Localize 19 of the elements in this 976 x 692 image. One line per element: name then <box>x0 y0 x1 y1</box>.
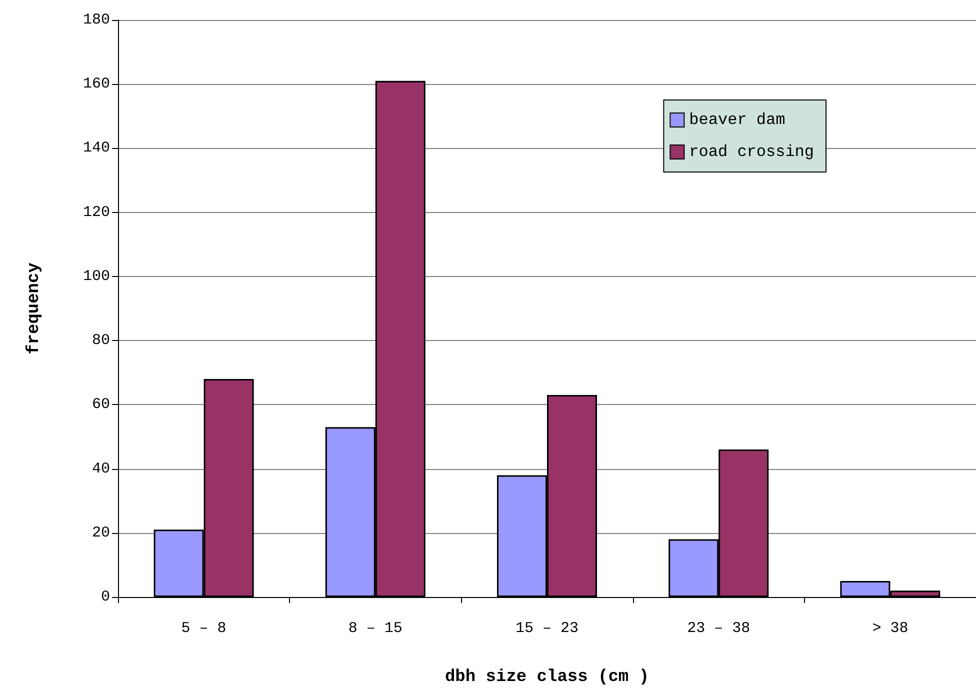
y-tick-label: 40 <box>92 460 110 478</box>
y-tick-label: 80 <box>92 332 110 350</box>
y-tick-label: 0 <box>100 588 110 606</box>
y-axis-title: frequency <box>25 262 44 354</box>
y-tick-label: 100 <box>82 268 110 285</box>
legend-label: beaver dam <box>689 111 786 129</box>
y-tick-label: 120 <box>82 204 110 221</box>
x-tick-label: 5 – 8 <box>181 620 226 637</box>
y-tick-label: 140 <box>82 140 110 157</box>
legend-label: road crossing <box>689 143 814 161</box>
x-axis-title: dbh size class (cm ) <box>444 668 650 687</box>
x-tick-label: 15 – 23 <box>515 620 579 637</box>
y-tick-label: 60 <box>92 396 110 414</box>
x-tick-label: 23 – 38 <box>687 620 750 637</box>
y-tick-label: 180 <box>82 12 110 28</box>
y-tick-label: 20 <box>92 524 110 542</box>
x-tick-label: 8 – 15 <box>348 620 402 637</box>
x-tick-label: > 38 <box>872 620 908 637</box>
y-tick-label: 160 <box>82 76 110 93</box>
